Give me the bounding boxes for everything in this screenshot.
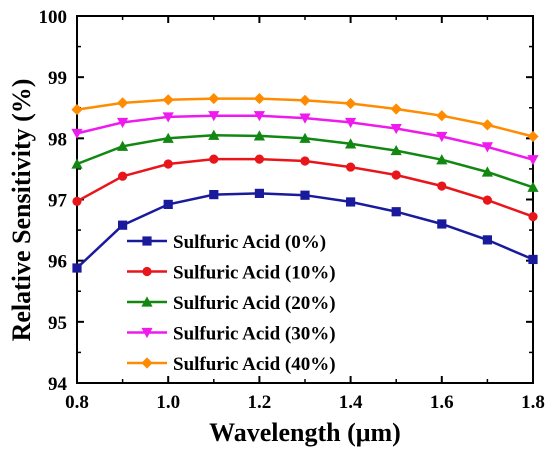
x-tick-label: 1.4 bbox=[339, 392, 363, 413]
data-point bbox=[299, 132, 311, 143]
series-3 bbox=[71, 111, 539, 166]
legend-item: Sulfuric Acid (10%) bbox=[127, 263, 336, 284]
data-point bbox=[71, 158, 83, 169]
legend-label: Sulfuric Acid (40%) bbox=[173, 354, 336, 375]
data-point bbox=[481, 166, 493, 177]
y-tick-label: 100 bbox=[39, 7, 68, 28]
data-point bbox=[117, 140, 129, 151]
data-point bbox=[527, 155, 539, 166]
data-point bbox=[300, 156, 310, 166]
data-point bbox=[437, 181, 447, 191]
data-point bbox=[118, 220, 128, 230]
x-axis-label: Wavelength (μm) bbox=[209, 418, 401, 447]
legend-label: Sulfuric Acid (10%) bbox=[173, 263, 336, 284]
data-point bbox=[481, 142, 493, 153]
legend-item: Sulfuric Acid (0%) bbox=[127, 232, 326, 253]
data-point bbox=[117, 117, 129, 129]
data-point bbox=[346, 197, 356, 207]
data-point bbox=[253, 111, 265, 122]
data-point bbox=[208, 129, 220, 140]
series-0 bbox=[72, 188, 538, 273]
data-point bbox=[482, 195, 492, 205]
data-point bbox=[253, 92, 265, 105]
data-point bbox=[527, 181, 539, 192]
data-point bbox=[482, 235, 492, 245]
data-point bbox=[162, 132, 174, 143]
data-point bbox=[299, 94, 311, 107]
data-point bbox=[345, 97, 357, 110]
y-tick-label: 97 bbox=[48, 191, 68, 212]
data-point bbox=[118, 171, 128, 181]
y-tick-label: 99 bbox=[48, 68, 67, 89]
y-tick-label: 95 bbox=[48, 313, 67, 334]
data-point bbox=[345, 138, 357, 149]
x-tick-label: 1.2 bbox=[248, 392, 272, 413]
data-point bbox=[345, 117, 357, 129]
data-point bbox=[436, 110, 448, 122]
data-point bbox=[436, 154, 448, 165]
data-point bbox=[162, 112, 174, 123]
legend-item: Sulfuric Acid (30%) bbox=[127, 324, 336, 345]
data-point bbox=[208, 111, 220, 122]
data-point bbox=[299, 113, 311, 124]
data-point bbox=[163, 159, 173, 169]
data-point bbox=[481, 119, 493, 131]
x-tick-label: 1.8 bbox=[521, 392, 545, 413]
data-point bbox=[390, 103, 402, 115]
x-tick-label: 1.6 bbox=[430, 392, 454, 413]
x-tick-label: 0.8 bbox=[65, 392, 89, 413]
series-line bbox=[76, 192, 534, 269]
data-point bbox=[72, 196, 82, 206]
legend-marker bbox=[141, 296, 153, 307]
series-1 bbox=[72, 154, 538, 222]
y-tick-label: 96 bbox=[48, 252, 67, 273]
series-4 bbox=[71, 92, 539, 143]
data-point bbox=[391, 207, 401, 217]
data-point bbox=[390, 123, 402, 135]
data-point bbox=[254, 154, 264, 164]
data-point bbox=[72, 263, 82, 273]
legend: Sulfuric Acid (0%) Sulfuric Acid (10%) Sul… bbox=[127, 232, 336, 375]
data-point bbox=[71, 103, 83, 116]
legend-label: Sulfuric Acid (20%) bbox=[173, 293, 336, 314]
data-point bbox=[437, 219, 447, 229]
data-point bbox=[346, 162, 356, 172]
legend-item: Sulfuric Acid (40%) bbox=[127, 354, 336, 375]
x-tick-label: 1.0 bbox=[156, 392, 180, 413]
legend-label: Sulfuric Acid (30%) bbox=[173, 324, 336, 345]
series-line bbox=[76, 157, 534, 218]
data-point bbox=[254, 188, 264, 198]
data-point bbox=[117, 97, 129, 109]
legend-marker bbox=[141, 327, 153, 339]
data-point bbox=[528, 212, 538, 222]
data-point bbox=[209, 154, 219, 164]
legend-label: Sulfuric Acid (0%) bbox=[173, 232, 326, 253]
legend-marker bbox=[142, 236, 152, 246]
legend-marker bbox=[142, 266, 152, 277]
data-point bbox=[300, 190, 310, 200]
data-point bbox=[162, 94, 174, 106]
data-point bbox=[390, 144, 402, 156]
data-point bbox=[391, 170, 401, 180]
data-point bbox=[436, 131, 448, 143]
data-point bbox=[163, 199, 173, 209]
y-tick-label: 94 bbox=[48, 374, 68, 395]
legend-marker bbox=[141, 357, 153, 369]
legend-item: Sulfuric Acid (20%) bbox=[127, 293, 336, 314]
y-tick-label: 98 bbox=[48, 129, 67, 150]
series-2 bbox=[71, 129, 539, 192]
data-point bbox=[71, 128, 83, 140]
data-point bbox=[209, 190, 219, 200]
data-point bbox=[253, 130, 265, 141]
y-axis-label: Relative Sensitivity (%) bbox=[7, 79, 36, 342]
data-point bbox=[527, 130, 539, 143]
data-point bbox=[528, 254, 538, 265]
data-point bbox=[208, 92, 220, 105]
